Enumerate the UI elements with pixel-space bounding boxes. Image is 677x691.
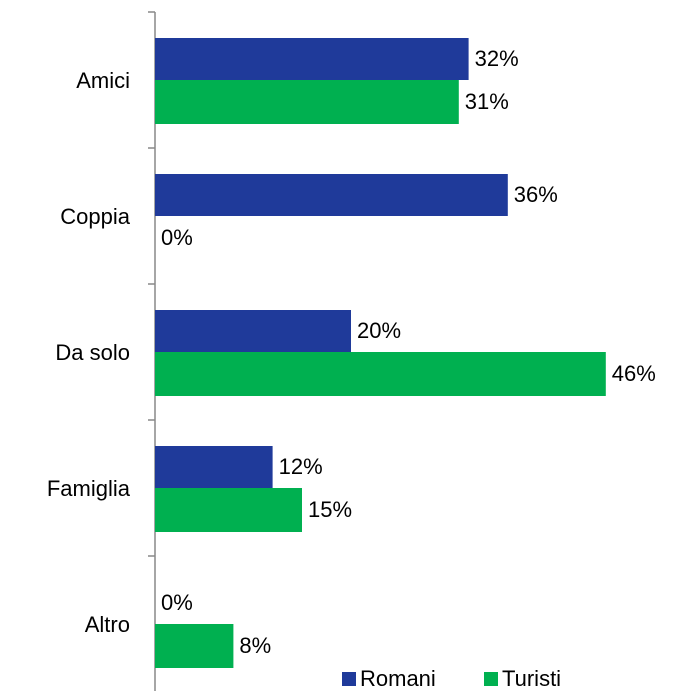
legend-label: Turisti bbox=[502, 666, 561, 691]
value-label: 15% bbox=[308, 497, 352, 522]
value-label: 46% bbox=[612, 361, 656, 386]
category-label: Coppia bbox=[60, 204, 130, 229]
value-label: 0% bbox=[161, 225, 193, 250]
category-label: Da solo bbox=[55, 340, 130, 365]
value-label: 12% bbox=[279, 454, 323, 479]
value-label: 0% bbox=[161, 590, 193, 615]
legend-swatch bbox=[484, 672, 498, 686]
legend-label: Romani bbox=[360, 666, 436, 691]
bar bbox=[155, 174, 508, 216]
legend-swatch bbox=[342, 672, 356, 686]
value-label: 32% bbox=[475, 46, 519, 71]
value-label: 20% bbox=[357, 318, 401, 343]
bar bbox=[155, 38, 469, 80]
bar bbox=[155, 352, 606, 396]
category-label: Altro bbox=[85, 612, 130, 637]
value-label: 36% bbox=[514, 182, 558, 207]
bar bbox=[155, 310, 351, 352]
bar bbox=[155, 80, 459, 124]
value-label: 8% bbox=[239, 633, 271, 658]
bar bbox=[155, 488, 302, 532]
bar bbox=[155, 624, 234, 668]
value-label: 31% bbox=[465, 89, 509, 114]
bar bbox=[155, 446, 273, 488]
category-label: Famiglia bbox=[47, 476, 131, 501]
category-label: Amici bbox=[76, 68, 130, 93]
